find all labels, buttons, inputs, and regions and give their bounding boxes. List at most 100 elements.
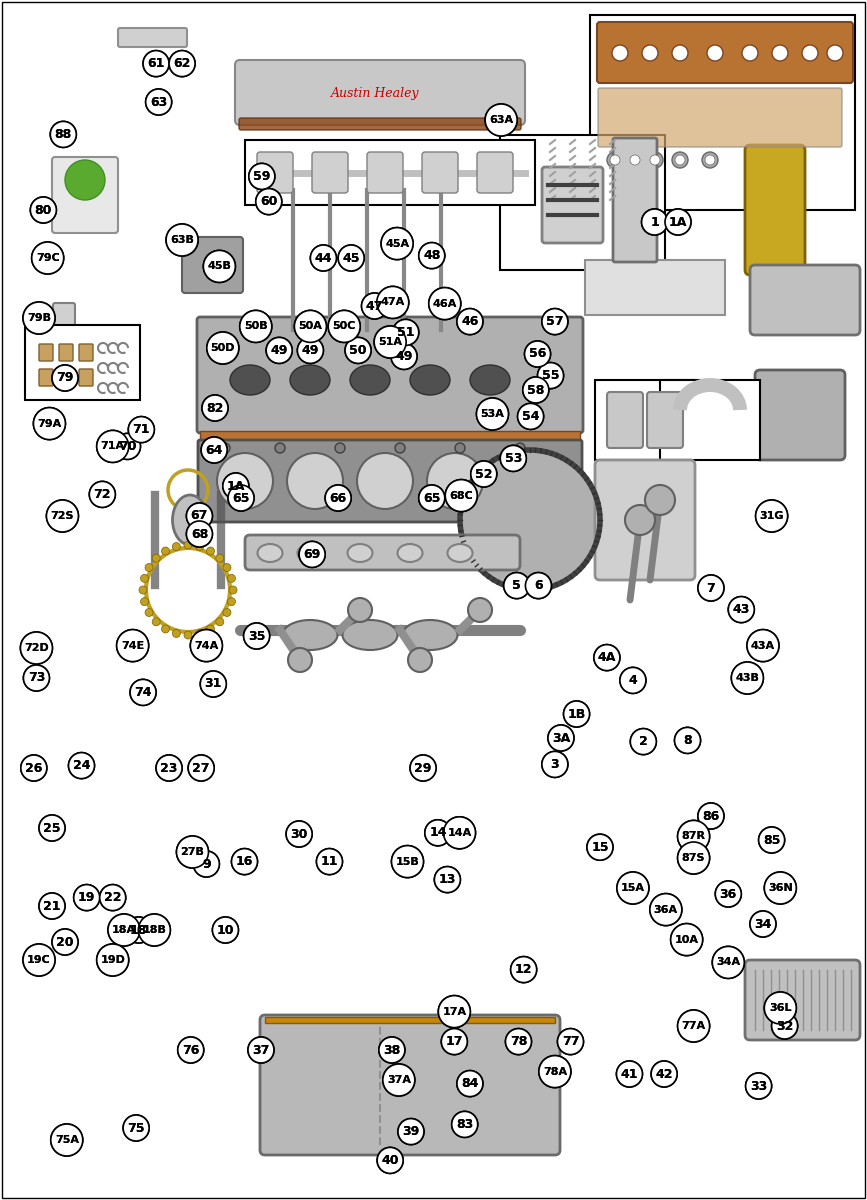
Text: 1A: 1A <box>668 216 688 228</box>
Text: 48: 48 <box>423 250 440 262</box>
Circle shape <box>504 572 530 599</box>
FancyBboxPatch shape <box>312 152 348 193</box>
Circle shape <box>68 752 95 779</box>
Circle shape <box>698 803 724 829</box>
Circle shape <box>299 541 325 568</box>
Circle shape <box>742 44 758 61</box>
Text: 1A: 1A <box>226 480 245 492</box>
Text: 38: 38 <box>383 1044 401 1056</box>
Circle shape <box>23 944 55 976</box>
Circle shape <box>256 188 282 215</box>
Circle shape <box>123 1115 149 1141</box>
Circle shape <box>140 598 148 606</box>
Circle shape <box>325 485 351 511</box>
FancyBboxPatch shape <box>613 138 657 262</box>
Circle shape <box>52 929 78 955</box>
Circle shape <box>375 326 406 358</box>
Circle shape <box>196 542 204 551</box>
Text: 52: 52 <box>475 468 492 480</box>
Circle shape <box>310 245 336 271</box>
Circle shape <box>452 1111 478 1138</box>
Ellipse shape <box>257 544 283 562</box>
Text: 76: 76 <box>182 1044 199 1056</box>
Circle shape <box>188 755 214 781</box>
Text: 17A: 17A <box>442 1007 466 1016</box>
Text: 7: 7 <box>707 582 715 594</box>
Text: 1: 1 <box>650 216 659 228</box>
Text: 1B: 1B <box>567 708 586 720</box>
Circle shape <box>51 1124 82 1156</box>
Circle shape <box>248 1037 274 1063</box>
Circle shape <box>410 755 436 781</box>
Text: 74E: 74E <box>121 641 144 650</box>
Circle shape <box>173 630 180 637</box>
Text: 67: 67 <box>191 510 208 522</box>
Text: 50C: 50C <box>333 322 355 331</box>
Circle shape <box>140 575 148 582</box>
Text: 85: 85 <box>763 834 780 846</box>
Circle shape <box>188 755 214 781</box>
Circle shape <box>515 443 525 452</box>
Circle shape <box>548 725 574 751</box>
Circle shape <box>295 311 326 342</box>
Circle shape <box>248 1037 274 1063</box>
Circle shape <box>52 929 78 955</box>
FancyBboxPatch shape <box>750 265 860 335</box>
Circle shape <box>446 480 477 511</box>
Circle shape <box>647 152 663 168</box>
Circle shape <box>765 992 796 1024</box>
Circle shape <box>201 437 227 463</box>
Circle shape <box>564 701 590 727</box>
Text: 20: 20 <box>56 936 74 948</box>
Circle shape <box>297 337 323 364</box>
Text: 3A: 3A <box>551 732 570 744</box>
Text: 77: 77 <box>562 1036 579 1048</box>
Circle shape <box>21 755 47 781</box>
Circle shape <box>542 308 568 335</box>
Text: 63: 63 <box>150 96 167 108</box>
Circle shape <box>671 924 702 955</box>
Text: 82: 82 <box>206 402 224 414</box>
Bar <box>595 380 695 460</box>
Text: 72D: 72D <box>24 643 49 653</box>
Circle shape <box>191 630 222 661</box>
Circle shape <box>587 834 613 860</box>
Circle shape <box>645 485 675 515</box>
Text: 5: 5 <box>512 580 521 592</box>
Circle shape <box>206 547 214 556</box>
Circle shape <box>146 89 172 115</box>
Circle shape <box>827 44 843 61</box>
Circle shape <box>756 500 787 532</box>
Circle shape <box>21 632 52 664</box>
Text: 57: 57 <box>546 316 564 328</box>
Circle shape <box>184 631 192 638</box>
Circle shape <box>523 377 549 403</box>
Text: 87S: 87S <box>681 853 706 863</box>
Circle shape <box>338 245 364 271</box>
Text: 49: 49 <box>302 344 319 356</box>
Circle shape <box>772 44 788 61</box>
Circle shape <box>228 485 254 511</box>
Circle shape <box>178 1037 204 1063</box>
Circle shape <box>47 500 78 532</box>
Circle shape <box>678 821 709 852</box>
Text: 15: 15 <box>591 841 609 853</box>
Text: 53A: 53A <box>480 409 505 419</box>
Circle shape <box>391 343 417 370</box>
Circle shape <box>500 445 526 472</box>
Text: 8: 8 <box>683 734 692 746</box>
Text: 50D: 50D <box>211 343 235 353</box>
Text: 16: 16 <box>236 856 253 868</box>
Text: 83: 83 <box>456 1118 473 1130</box>
Circle shape <box>126 917 152 943</box>
Text: 38: 38 <box>383 1044 401 1056</box>
Text: 36A: 36A <box>654 905 678 914</box>
Text: 2: 2 <box>639 736 648 748</box>
Circle shape <box>34 408 65 439</box>
Circle shape <box>89 481 115 508</box>
Text: 61: 61 <box>147 58 165 70</box>
Text: 52: 52 <box>475 468 492 480</box>
Text: 58: 58 <box>527 384 544 396</box>
Text: 32: 32 <box>776 1020 793 1032</box>
Circle shape <box>672 44 688 61</box>
